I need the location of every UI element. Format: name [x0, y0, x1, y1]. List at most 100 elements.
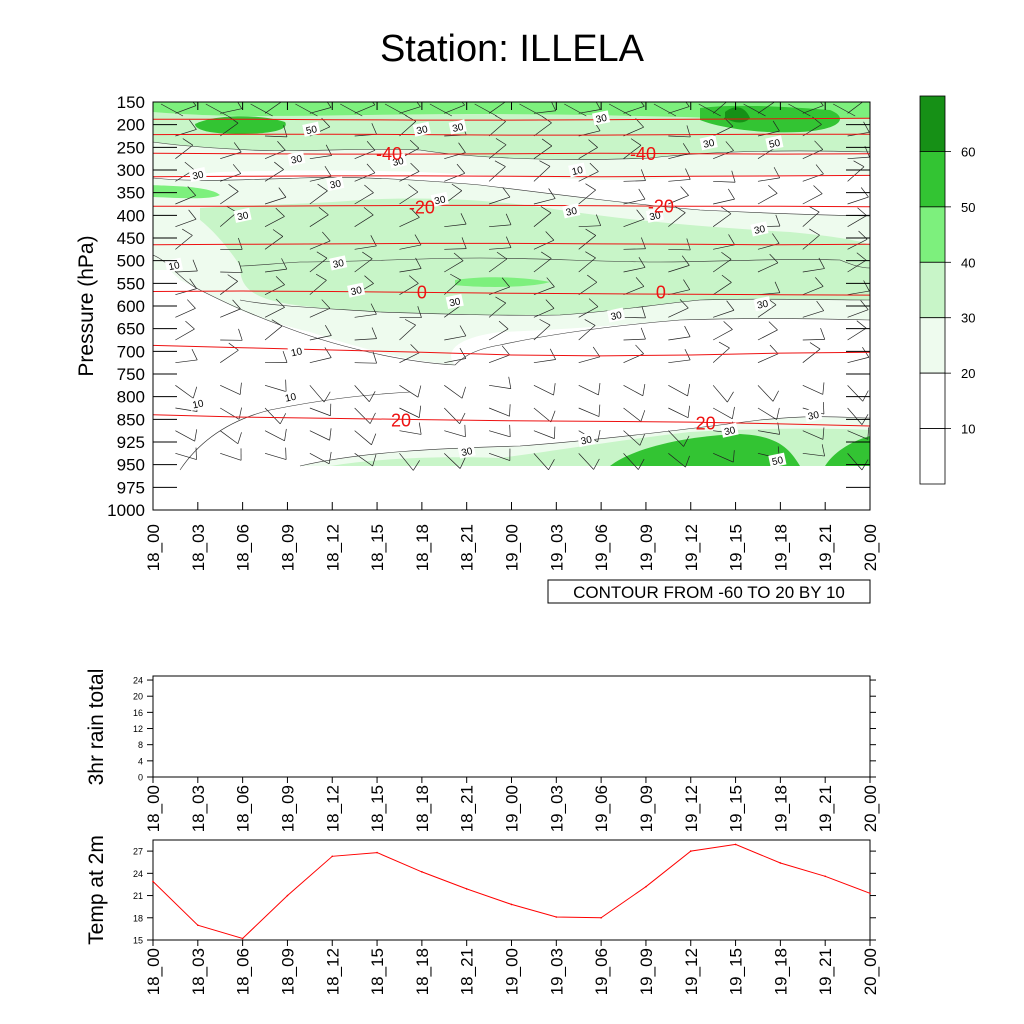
wind-barb-shaft [264, 169, 284, 182]
wind-barb-shaft [175, 308, 196, 318]
wind-barb-shaft [444, 172, 465, 182]
wind-barb-flag [769, 344, 779, 355]
speed-contour-label: 30 [610, 310, 624, 323]
wind-barb [399, 319, 416, 341]
wind-barb [757, 102, 776, 114]
wind-barb [757, 344, 779, 363]
wind-barb-flag [494, 160, 506, 167]
wind-barb-shaft [847, 196, 869, 205]
wind-barb-shaft [712, 102, 727, 114]
wind-barb [399, 162, 420, 182]
wind-barb [623, 237, 646, 250]
wind-barb-shaft [264, 284, 285, 295]
wind-barb [175, 299, 196, 318]
speed-contour-label: 30 [649, 210, 663, 223]
wind-barb [623, 306, 646, 319]
wind-barb [623, 453, 645, 470]
wind-barb [668, 325, 691, 341]
wind-barb-top [519, 103, 542, 117]
wind-barb-flag [275, 298, 285, 308]
wind-barb-flag [539, 319, 551, 326]
wind-barb-flag [418, 405, 422, 418]
pressure-tick-label: 600 [117, 297, 145, 316]
wind-barb-flag [546, 277, 555, 287]
speed-contour-label-group: 10 [164, 257, 183, 273]
wind-barb [399, 453, 420, 471]
wind-barb-shaft [668, 195, 689, 205]
colorbar-label: 60 [961, 144, 975, 159]
wind-barb-shaft [309, 280, 327, 295]
wind-barb [488, 448, 511, 461]
x-tick-label: 19_03 [547, 948, 566, 995]
wind-barb-shaft [354, 258, 373, 273]
temperature-contour-label: 0 [417, 282, 427, 302]
speed-contour-label-bg [302, 121, 321, 137]
wind-barb [578, 274, 598, 295]
wind-barb-shaft [892, 127, 912, 136]
wind-barb [444, 424, 466, 438]
x-tick-label: 18_15 [368, 948, 387, 995]
wind-barb-flag [501, 277, 510, 288]
colorbar-label: 30 [961, 311, 975, 326]
temp-2m-point [376, 851, 378, 854]
wind-barb-flag [415, 257, 422, 269]
wind-barb-shaft [533, 359, 556, 364]
wind-barb [354, 351, 377, 364]
wind-barb-flag [901, 343, 911, 350]
wind-barb-flag [815, 164, 824, 175]
time-tick-label: 19_12 [682, 524, 701, 571]
wind-barb-shaft [713, 309, 735, 318]
wind-barb-flag [679, 299, 689, 309]
speed-contour-label-group: 10 [287, 343, 306, 359]
wind-barb [892, 261, 914, 272]
speed-contour-label: 30 [580, 434, 594, 447]
wind-barb-flag [410, 162, 420, 172]
wind-barb-flag [862, 390, 869, 402]
wind-barb-flag [814, 140, 824, 150]
temperature-contours-layer [152, 117, 871, 427]
wind-barb-flag [329, 428, 332, 441]
y-tick-label: 4 [138, 756, 143, 766]
wind-barb-shaft [847, 327, 867, 341]
wind-barb-shaft [623, 338, 646, 341]
wind-barb-shaft [354, 430, 372, 446]
wind-barb-flag [284, 428, 287, 441]
wind-barb-shaft [668, 430, 684, 447]
temp-2m-point [152, 880, 154, 883]
wind-barb [892, 118, 912, 136]
wind-barb-shaft [399, 121, 417, 137]
wind-barb [354, 163, 376, 182]
wind-barb-shaft [578, 453, 594, 470]
wind-barb-shaft [488, 453, 510, 461]
temperature-contour-line [152, 133, 870, 136]
wind-barb [802, 257, 825, 273]
wind-barb-flag [585, 228, 596, 236]
wind-barb-shaft [488, 258, 508, 273]
speed-contour-line [153, 177, 870, 217]
speed-contour-label-bg [457, 443, 476, 459]
wind-barb-shaft [847, 430, 868, 440]
temperature-contour-line [152, 242, 871, 246]
wind-barb-flag [461, 386, 466, 399]
wind-barb-top [429, 103, 453, 117]
rain-axis-title: 3hr rain total [85, 669, 108, 786]
wind-barb-flag [808, 205, 820, 213]
wind-barb [668, 430, 690, 447]
wind-barb-flag [598, 382, 601, 395]
wind-barb-flag [809, 342, 821, 350]
wind-barb-flag [769, 253, 779, 263]
wind-barb-flag [910, 456, 914, 467]
wind-barb-flag [316, 251, 328, 259]
wind-barb-flag [364, 184, 374, 193]
temp-2m-point [465, 888, 468, 890]
wind-barb-flag [776, 407, 780, 420]
wind-barb [175, 320, 195, 341]
wind-barb [175, 348, 198, 364]
colorbar-label: 20 [961, 366, 975, 381]
time-tick-label: 18_18 [413, 524, 432, 571]
wind-barb-shaft [399, 352, 420, 363]
wind-barb-flag [727, 391, 734, 403]
wind-barb [892, 321, 911, 340]
wind-barb-shaft [668, 212, 686, 227]
wind-barb-shaft [757, 430, 780, 435]
